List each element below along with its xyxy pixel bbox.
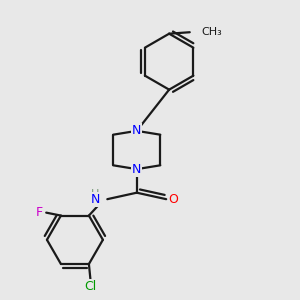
Text: O: O [169, 193, 178, 206]
Text: F: F [36, 206, 43, 219]
Text: Cl: Cl [84, 280, 97, 292]
Text: CH₃: CH₃ [202, 27, 222, 37]
Text: N: N [90, 193, 100, 206]
Text: N: N [132, 124, 141, 137]
Text: H: H [91, 189, 99, 199]
Text: N: N [132, 163, 141, 176]
